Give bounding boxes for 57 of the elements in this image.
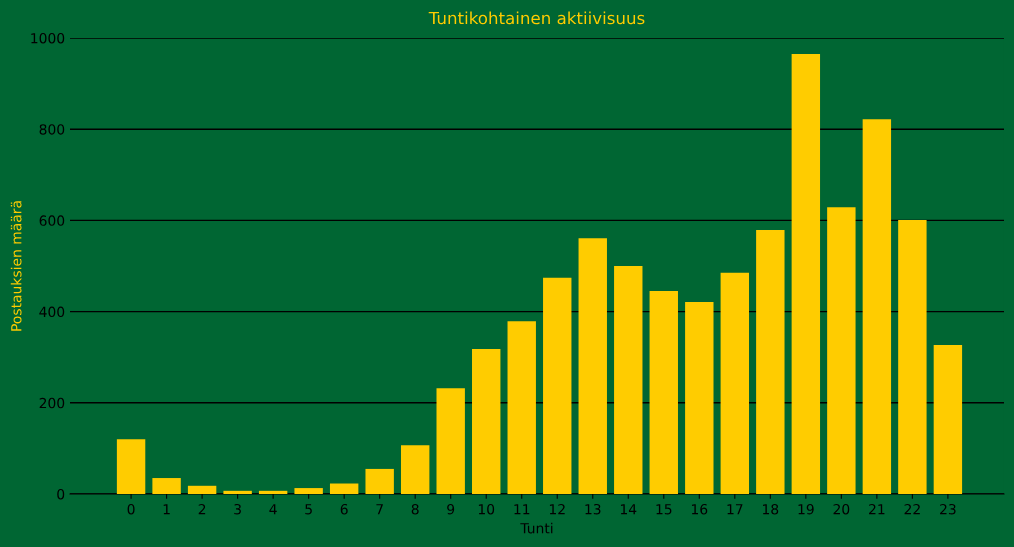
x-tick-label: 7	[376, 504, 383, 515]
x-tick-label: 9	[447, 503, 455, 515]
bar	[152, 478, 181, 494]
bar	[614, 266, 643, 494]
bar	[116, 439, 146, 494]
y-tick-label: 0	[57, 488, 65, 500]
bar	[791, 53, 821, 494]
bar	[258, 490, 288, 494]
bar	[436, 388, 465, 494]
bar	[400, 445, 430, 494]
x-tick-label: 16	[691, 503, 708, 515]
x-tick-label: 2	[198, 503, 206, 515]
bar	[862, 119, 892, 494]
bar	[543, 277, 572, 494]
x-tick-label: 17	[727, 504, 743, 515]
x-tick-label: 12	[549, 503, 565, 515]
y-axis-title: Postauksien määrä	[10, 201, 22, 331]
bar	[187, 485, 217, 494]
bar	[649, 291, 678, 494]
x-tick-label: 1	[163, 504, 170, 515]
x-tick-label: 8	[411, 503, 419, 515]
x-tick-label: 18	[763, 503, 779, 515]
y-tick-label: 600	[39, 215, 65, 226]
x-tick-label: 4	[269, 504, 277, 515]
x-tick-label: 0	[127, 503, 135, 515]
x-tick-label: 6	[340, 503, 348, 515]
x-tick-label: 23	[940, 503, 956, 515]
x-tick-label: 21	[869, 503, 885, 515]
x-tick-label: 5	[305, 504, 312, 515]
x-tick-label: 14	[620, 504, 637, 515]
y-tick-label: 200	[39, 397, 65, 409]
x-tick-label: 20	[833, 503, 850, 515]
x-tick-label: 13	[585, 503, 601, 515]
bar	[685, 302, 714, 494]
x-tick-label: 19	[798, 503, 814, 515]
bar	[472, 348, 501, 494]
y-tick-label: 800	[39, 124, 65, 135]
bar	[898, 219, 927, 494]
x-tick-label: 10	[478, 503, 495, 515]
bar	[756, 229, 785, 494]
chart-title: Tuntikohtainen aktiivisuus	[428, 11, 645, 25]
x-tick-label: 11	[514, 504, 530, 515]
bar	[933, 344, 963, 494]
x-axis-title: Tunti	[520, 522, 553, 534]
y-tick-label: 400	[39, 306, 65, 318]
bar	[720, 272, 750, 494]
x-tick-label: 3	[234, 503, 241, 515]
bar	[223, 490, 252, 494]
bar	[578, 238, 607, 494]
bar	[365, 468, 394, 494]
bar	[294, 488, 323, 494]
bar	[507, 321, 536, 494]
y-tick-label: 1000	[31, 32, 65, 44]
bar	[827, 207, 856, 494]
x-tick-label: 22	[904, 503, 920, 515]
x-tick-label: 15	[656, 504, 672, 515]
bar	[329, 483, 359, 494]
